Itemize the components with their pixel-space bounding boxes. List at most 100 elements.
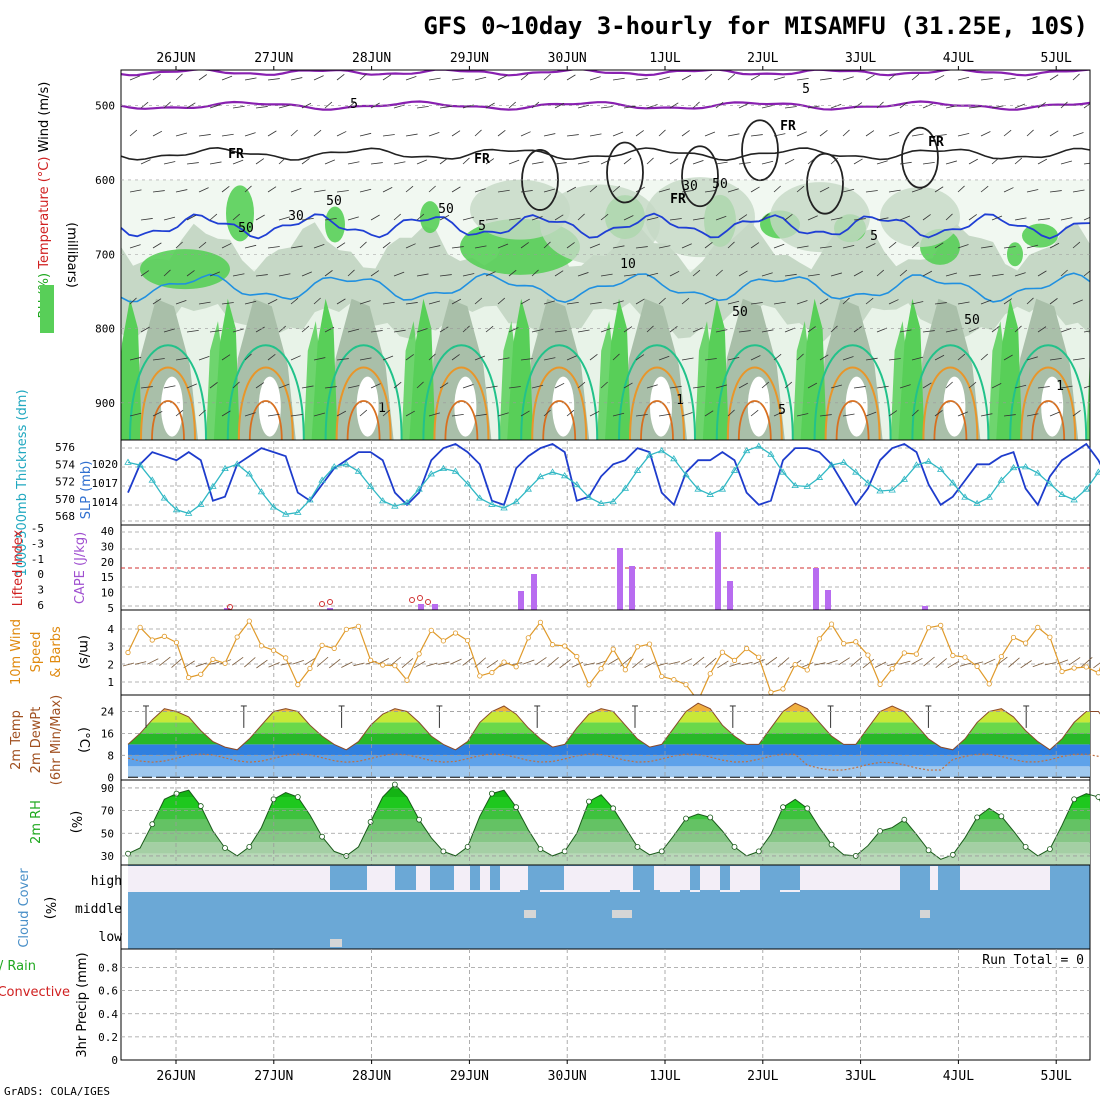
wind-barb [474,245,487,249]
wind-speed-point [780,686,786,692]
cloud-clear-high [564,866,633,890]
profile-panel: 5 5 FR FR FR FR FR 5 5 10 50 50 50 50 30 30 50 50 5 1 1 1 500… [37,69,1091,441]
wind-barb [428,185,436,193]
wind-barb-10m [328,658,341,669]
contour-20 [531,366,588,440]
wind-speed-point [428,627,434,633]
wind-barb [727,133,740,137]
wind-barb [1049,242,1060,249]
wind-barb [704,73,713,81]
precip-tick-label: 0.4 [98,1008,118,1021]
wind-speed-point [792,662,798,668]
wind-barb [773,301,786,305]
thickness-point [184,509,193,516]
precip-axes: 0.8 0.6 0.4 0.2 0 Total / Rain Convective 3hr P… [0,952,118,1067]
wind-barb [209,213,218,221]
wind-barb [658,129,666,137]
wind-barb [796,353,804,361]
lifted-index-point [319,601,325,607]
wind-tick-label: 1 [107,676,114,689]
wind-axis-label: 10m Wind [9,619,24,685]
cloud-clear-high [930,866,938,890]
cloud-high-low-edge [620,890,640,892]
wind-barb [416,381,424,389]
wind-barb [991,273,1004,277]
wind-speed-point [380,662,386,668]
wind-barb [382,74,392,81]
thickness-tick-label: 570 [55,493,75,506]
thickness-point [937,465,945,472]
wind-barb [175,132,188,137]
wind-barb [301,102,312,109]
wind-barb [554,270,564,277]
wind-barb [474,413,487,417]
wind-barb [451,246,464,249]
wind-barb [336,73,345,81]
rh-point [731,843,738,850]
wind-barb [359,132,372,137]
wind-barb [278,383,290,389]
wind-barb [554,330,567,333]
wind-barb [290,245,303,249]
wind-barb-10m [632,658,644,669]
thickness-point [839,458,848,465]
wind-barb [646,272,659,277]
wind-barb-10m [571,661,583,668]
wind-barb [842,356,854,361]
wind-barb-10m [899,660,911,665]
wind-barb [428,300,441,305]
wind-barb [370,270,380,277]
wind-barb [152,358,165,361]
wind-barb [359,357,372,361]
wind-barb [290,414,303,417]
wind-barb [1049,130,1059,137]
wind-barb [1003,298,1013,305]
wind-barb [244,300,257,305]
cloud-clear-high [454,866,470,890]
wind-barb [324,159,335,165]
rh-dry-core [650,376,672,437]
wind-barb [255,214,265,221]
temp-band [128,722,1090,734]
cloud-high-low-edge [540,890,610,892]
pressure-tick-label: 900 [95,397,115,410]
wind-barb [819,414,832,417]
temp-grid [121,695,1090,780]
wind-barb [405,75,417,81]
wind-barb [290,187,302,193]
wind-barb [681,357,694,361]
wind-barb [543,409,551,417]
wind-barb-10m [547,656,559,668]
thickness-point [148,476,156,483]
wind-barb [911,241,919,249]
wind-barb-10m [959,662,972,667]
wind-barb [163,161,176,165]
date-label-bottom: 30JUN [548,1069,587,1084]
wind-barb-10m [1068,657,1081,666]
wind-barb [485,158,495,165]
wind-barb [451,354,460,361]
wind-speed-point [331,645,337,652]
wind-barb [681,130,690,137]
thickness-point [718,485,727,492]
cape-bar [922,606,928,610]
wind-barb [405,354,414,361]
wind-barb [934,410,943,417]
wind-barb-10m [729,662,741,667]
wind-barb [1014,103,1026,109]
date-label-top: 29JUN [450,51,489,66]
wind-barb [945,329,958,333]
wind-barb [658,245,671,249]
wind-barb [991,157,1000,165]
slp-series [124,442,1100,517]
temperature-contours [121,70,1090,440]
wind-barb [393,161,406,165]
wind-barb [853,270,863,277]
date-label-bottom: 4JUL [943,1069,974,1084]
wind-barb [221,185,230,193]
rh-blob [420,201,440,234]
rh-unit-label: (%) [68,811,83,834]
thickness-point [172,506,181,513]
wind-barb [658,188,670,193]
wind-barb [876,385,889,389]
